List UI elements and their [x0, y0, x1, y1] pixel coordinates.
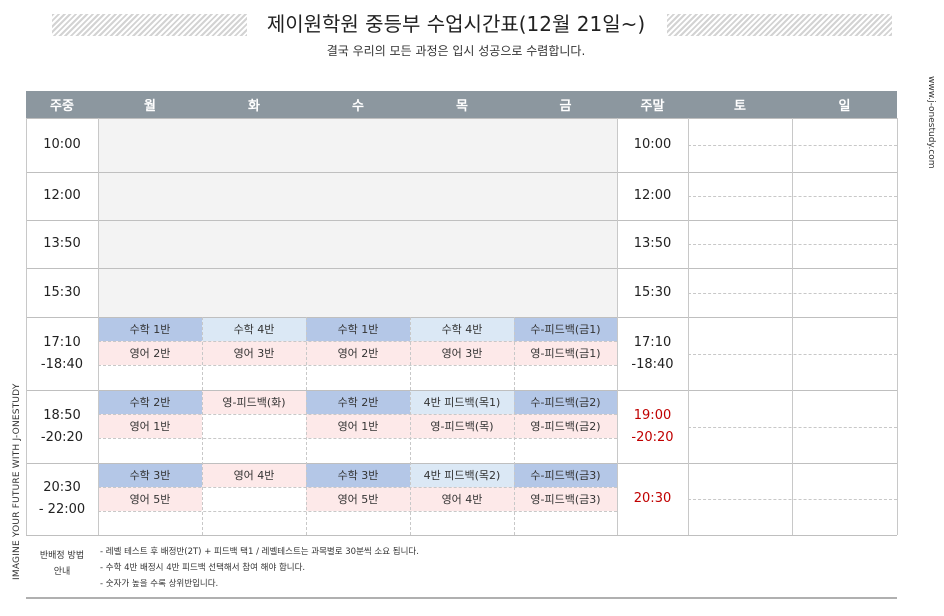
title-hatch-right	[667, 14, 892, 36]
weekend-time: 13:50	[633, 236, 672, 251]
class-cell: 영-피드백(금1)	[514, 341, 617, 365]
weekend-time: 20:30	[633, 491, 672, 506]
weekend-time: 10:00	[633, 137, 672, 152]
class-cell: 수학 3반	[98, 463, 202, 487]
class-cell: 수학 4반	[410, 317, 514, 341]
column-line	[792, 118, 793, 535]
class-cell: 4반 피드백(목1)	[410, 390, 514, 414]
weekend-time: 12:00	[633, 188, 672, 203]
row-dash	[98, 511, 617, 512]
title-hatch-left	[52, 14, 247, 36]
class-cell: 영어 3반	[202, 341, 306, 365]
row-line	[26, 220, 897, 221]
class-cell: 영어 1반	[306, 414, 410, 438]
class-cell: 수-피드백(금2)	[514, 390, 617, 414]
column-header: 금	[514, 91, 617, 118]
class-cell: 영어 4반	[410, 487, 514, 511]
row-dash	[98, 414, 617, 415]
class-cell: 수학 2반	[98, 390, 202, 414]
class-cell: 영-피드백(금3)	[514, 487, 617, 511]
class-cell: 영어 3반	[410, 341, 514, 365]
column-line	[26, 118, 27, 535]
class-cell: 4반 피드백(목2)	[410, 463, 514, 487]
class-cell	[202, 414, 306, 438]
note-item: - 레벨 테스트 후 배정반(2T) + 피드백 택1 / 레벨테스트는 과목별…	[100, 547, 419, 557]
column-line	[897, 118, 898, 535]
class-cell: 수학 1반	[306, 317, 410, 341]
row-line	[26, 118, 897, 119]
notes-label-text: 반배정 방법 안내	[39, 551, 85, 577]
class-cell: 수학 2반	[306, 390, 410, 414]
row-dash	[98, 438, 617, 439]
class-cell: 수학 3반	[306, 463, 410, 487]
weekend-time: 19:00 -20:20	[631, 407, 674, 445]
class-cell: 수-피드백(금3)	[514, 463, 617, 487]
class-cell: 영어 1반	[98, 414, 202, 438]
notes-list: - 레벨 테스트 후 배정반(2T) + 피드백 택1 / 레벨테스트는 과목별…	[100, 544, 419, 592]
class-cell: 영-피드백(금2)	[514, 414, 617, 438]
column-line	[617, 118, 618, 535]
row-line	[26, 268, 897, 269]
page-subtitle: 결국 우리의 모든 과정은 입시 성공으로 수렴합니다.	[326, 44, 586, 58]
bottom-divider	[26, 597, 897, 599]
column-dash	[514, 317, 515, 535]
column-header: 목	[410, 91, 514, 118]
class-cell: 영어 2반	[98, 341, 202, 365]
class-cell: 영어 4반	[202, 463, 306, 487]
row-line	[26, 535, 897, 536]
side-website: www.j-onestudy.com	[926, 76, 936, 169]
column-line	[688, 118, 689, 535]
column-dash	[306, 317, 307, 535]
class-cell	[202, 487, 306, 511]
column-header: 토	[688, 91, 792, 118]
column-header: 화	[202, 91, 306, 118]
note-item: - 수학 4반 배정시 4반 피드백 선택해서 참여 해야 합니다.	[100, 563, 306, 573]
column-header: 월	[98, 91, 202, 118]
weekend-time: 17:10 -18:40	[631, 334, 674, 372]
class-cell: 영어 5반	[98, 487, 202, 511]
row-line	[26, 463, 897, 464]
column-header: 주중	[26, 91, 98, 118]
row-line	[26, 172, 897, 173]
column-header: 주말	[617, 91, 688, 118]
weekday-time: 20:30 - 22:00	[38, 480, 86, 517]
row-dash	[98, 341, 617, 342]
column-dash	[410, 317, 411, 535]
class-cell: 영-피드백(목)	[410, 414, 514, 438]
row-line	[26, 317, 897, 318]
page-title: 제이원학원 중등부 수업시간표(12월 21일~)	[266, 12, 646, 36]
class-cell: 영-피드백(화)	[202, 390, 306, 414]
note-item: - 숫자가 높을 수록 상위반입니다.	[100, 579, 219, 589]
class-cell: 영어 2반	[306, 341, 410, 365]
weekday-time: 12:00	[43, 188, 81, 203]
weekday-time: 15:30	[43, 284, 81, 300]
weekday-time: 17:10 -18:40	[40, 334, 84, 372]
row-dash	[98, 365, 617, 366]
class-cell: 수학 1반	[98, 317, 202, 341]
row-dash	[98, 487, 617, 488]
weekend-time: 15:30	[633, 284, 672, 300]
class-cell: 수-피드백(금1)	[514, 317, 617, 341]
class-cell: 영어 5반	[306, 487, 410, 511]
column-line	[98, 118, 99, 535]
notes-label: 반배정 방법 안내	[26, 548, 98, 580]
column-header: 수	[306, 91, 410, 118]
class-cell: 수학 4반	[202, 317, 306, 341]
empty-weekday-block	[98, 118, 617, 317]
side-slogan: IMAGINE YOUR FUTURE WITH J-ONESTUDY	[12, 383, 22, 580]
weekday-time: 13:50	[43, 236, 81, 251]
row-line	[26, 390, 897, 391]
weekday-time: 10:00	[43, 137, 81, 152]
column-dash	[202, 317, 203, 535]
weekday-time: 18:50 -20:20	[40, 407, 84, 445]
column-header: 일	[792, 91, 897, 118]
